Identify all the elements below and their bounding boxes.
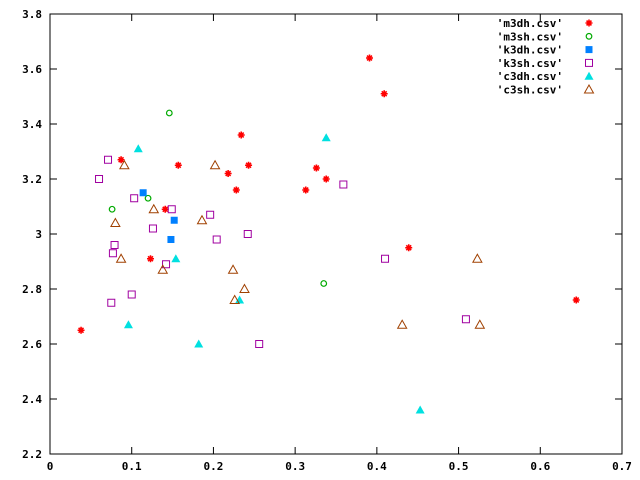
- data-point-series-1: [224, 170, 232, 177]
- legend-label: 'm3dh.csv': [497, 17, 563, 30]
- data-point-series-2: [108, 205, 116, 213]
- data-point-series-2: [320, 280, 328, 287]
- data-point-series-6: [209, 159, 221, 170]
- x-tick-label: 0.2: [203, 460, 223, 473]
- data-point-series-6: [472, 253, 483, 263]
- data-point-series-4: [212, 235, 221, 244]
- data-point-series-5: [171, 254, 181, 263]
- data-point-series-1: [174, 161, 182, 169]
- y-tick-label: 3.2: [22, 173, 42, 186]
- legend-marker: [585, 19, 593, 27]
- x-tick-label: 0.4: [367, 460, 387, 473]
- tick-marks: [49, 13, 623, 455]
- data-point-series-4: [167, 205, 176, 214]
- data-point-series-4: [104, 155, 113, 164]
- x-tick-label: 0.3: [285, 460, 305, 473]
- data-point-series-1: [117, 156, 125, 164]
- legend-label: 'k3dh.csv': [497, 44, 563, 57]
- data-point-series-4: [339, 180, 348, 189]
- legend-label: 'c3dh.csv': [497, 70, 563, 83]
- x-tick-label: 0: [47, 460, 54, 473]
- legend: 'm3dh.csv''m3sh.csv''k3dh.csv''k3sh.csv'…: [497, 17, 595, 97]
- data-point-series-6: [148, 203, 160, 214]
- data-point-series-1: [161, 205, 169, 213]
- data-point-series-1: [77, 326, 85, 334]
- data-point-series-1: [405, 244, 413, 252]
- data-point-series-5: [415, 405, 425, 414]
- data-point-series-4: [162, 260, 171, 269]
- data-point-series-4: [148, 224, 157, 233]
- y-tick-label: 3: [35, 228, 42, 241]
- data-point-series-4: [95, 175, 104, 183]
- data-point-series-6: [157, 264, 169, 274]
- data-point-series-6: [396, 319, 408, 329]
- tick-labels: 0 0.1 0.2 0.3 0.4 0.5 0.6 0.7 2.2 2.4 2.6 2.8 3 3.2 3.…: [22, 8, 632, 473]
- legend-marker: [584, 71, 594, 80]
- data-point-series-6: [119, 159, 130, 170]
- data-points: [77, 54, 580, 414]
- y-tick-label: 2.2: [22, 448, 42, 461]
- legend-marker: [583, 83, 595, 94]
- data-point-series-1: [322, 175, 330, 183]
- y-tick-label: 2.8: [22, 283, 42, 296]
- data-point-series-4: [381, 254, 390, 263]
- data-point-series-4: [110, 241, 119, 249]
- data-point-series-1: [380, 90, 388, 98]
- legend-label: 'c3sh.csv': [497, 84, 563, 97]
- data-point-series-5: [235, 295, 245, 304]
- data-point-series-4: [461, 315, 470, 324]
- x-tick-label: 0.5: [449, 460, 469, 473]
- data-point-series-1: [232, 186, 240, 194]
- y-tick-label: 3.8: [22, 8, 42, 21]
- data-point-series-4: [107, 298, 116, 307]
- data-point-series-5: [194, 339, 204, 348]
- data-point-series-1: [366, 54, 374, 62]
- data-point-series-4: [108, 249, 117, 258]
- legend-marker: [585, 32, 593, 40]
- data-point-series-5: [123, 320, 133, 329]
- legend-label: 'm3sh.csv': [497, 30, 563, 43]
- data-point-series-4: [127, 290, 136, 299]
- data-point-series-1: [302, 186, 310, 194]
- x-tick-label: 0.1: [122, 460, 142, 473]
- data-point-series-4: [206, 210, 215, 219]
- data-point-series-4: [243, 230, 252, 238]
- x-tick-label: 0.6: [530, 460, 550, 473]
- data-point-series-6: [239, 283, 250, 293]
- data-point-series-6: [196, 214, 208, 225]
- data-point-series-4: [255, 340, 264, 348]
- data-point-series-6: [110, 217, 121, 227]
- legend-marker: [585, 58, 593, 67]
- data-point-series-3: [170, 216, 178, 224]
- data-point-series-1: [312, 164, 320, 172]
- data-point-series-1: [245, 161, 253, 169]
- data-point-series-2: [144, 194, 152, 202]
- data-point-series-3: [167, 236, 175, 243]
- legend-label: 'k3sh.csv': [497, 57, 563, 70]
- data-point-series-6: [227, 264, 239, 274]
- data-point-series-6: [474, 319, 486, 329]
- data-point-series-3: [139, 189, 147, 197]
- y-tick-label: 2.6: [22, 338, 42, 351]
- data-point-series-6: [115, 253, 127, 263]
- data-point-series-1: [572, 296, 580, 304]
- data-point-series-5: [321, 133, 331, 142]
- data-point-series-1: [237, 131, 245, 139]
- legend-marker: [585, 46, 593, 54]
- data-point-series-5: [133, 144, 143, 153]
- data-point-series-4: [130, 194, 139, 203]
- x-tick-label: 0.7: [612, 460, 632, 473]
- data-point-series-2: [165, 109, 173, 117]
- y-tick-label: 2.4: [22, 393, 42, 406]
- data-point-series-1: [147, 255, 155, 263]
- y-tick-label: 3.6: [22, 63, 42, 76]
- data-point-series-6: [229, 294, 241, 304]
- y-tick-label: 3.4: [22, 118, 42, 131]
